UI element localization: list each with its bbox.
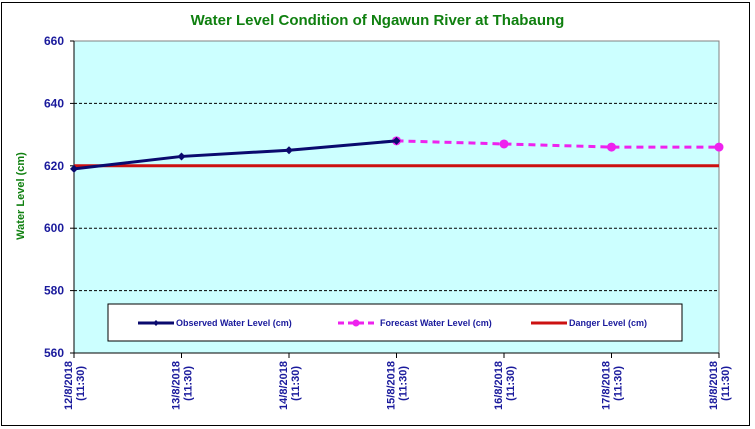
x-tick-time: (11:30) [290, 366, 302, 401]
legend-label: Observed Water Level (cm) [176, 318, 292, 328]
x-tick-date: 13/8/2018 [171, 361, 183, 410]
y-tick-label: 660 [44, 34, 64, 48]
x-tick-time: (11:30) [398, 366, 410, 401]
legend-label: Danger Level (cm) [569, 318, 647, 328]
data-point [499, 139, 509, 149]
x-tick-date: 12/8/2018 [63, 361, 75, 410]
y-tick-label: 580 [44, 284, 64, 298]
data-point [392, 136, 401, 145]
x-tick-label: 14/8/2018 (11:30) [278, 361, 302, 410]
series-line-1 [396, 139, 719, 149]
chart-title: Water Level Condition of Ngawun River at… [190, 12, 565, 29]
legend-marker [352, 319, 360, 327]
data-point [607, 142, 616, 152]
data-point [177, 152, 186, 161]
y-tick-label: 600 [44, 221, 64, 235]
x-tick-time: (11:30) [183, 366, 195, 401]
series-line-0 [73, 139, 397, 171]
x-tick-date: 17/8/2018 [601, 361, 613, 410]
plot-area [73, 40, 720, 354]
data-point [714, 142, 724, 152]
x-tick-date: 18/8/2018 [708, 361, 720, 410]
x-tick-time: (11:30) [613, 366, 625, 401]
legend-marker [153, 320, 159, 326]
legend-box [107, 303, 683, 342]
data-point [70, 164, 78, 173]
x-tick-date: 16/8/2018 [493, 361, 505, 410]
x-tick-date: 14/8/2018 [278, 361, 290, 410]
legend-label: Forecast Water Level (cm) [380, 318, 492, 328]
x-tick-label: 16/8/2018 (11:30) [493, 361, 517, 410]
data-point [285, 146, 293, 155]
x-tick-label: 13/8/2018 (11:30) [171, 361, 195, 410]
y-tick-label: 620 [44, 159, 64, 173]
x-tick-time: (11:30) [75, 366, 87, 401]
x-tick-label: 17/8/2018 (11:30) [601, 361, 625, 410]
x-tick-time: (11:30) [720, 366, 732, 401]
x-tick-label: 15/8/2018 (11:30) [386, 361, 410, 410]
x-tick-date: 15/8/2018 [386, 361, 398, 410]
x-tick-time: (11:30) [505, 366, 517, 401]
x-tick-label: 18/8/2018 (11:30) [708, 361, 732, 410]
y-tick-label: 560 [44, 346, 64, 360]
y-tick-label: 640 [44, 96, 64, 110]
x-tick-label: 12/8/2018 (11:30) [63, 361, 87, 410]
